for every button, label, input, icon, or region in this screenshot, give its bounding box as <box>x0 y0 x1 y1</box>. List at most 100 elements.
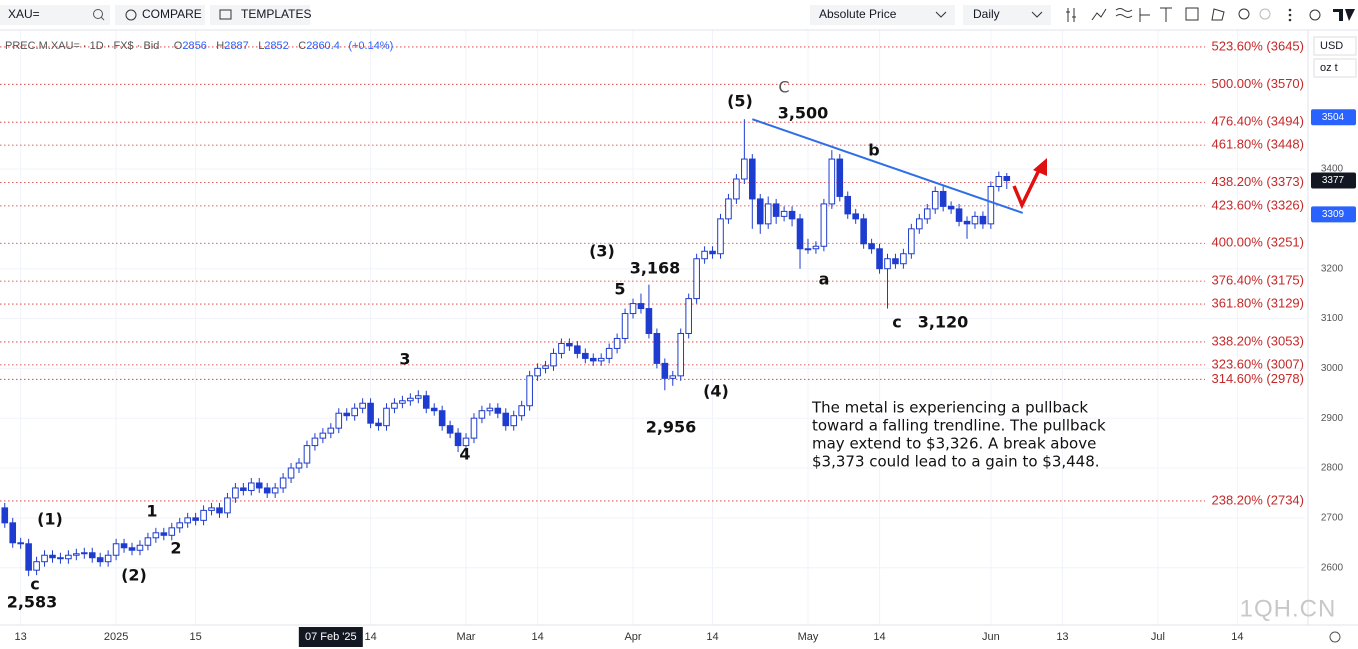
candle-body <box>796 218 804 250</box>
candle-body <box>65 554 72 560</box>
candle-body <box>57 557 64 560</box>
currency-label: USD <box>1320 40 1343 52</box>
axis-settings-icon[interactable] <box>1329 631 1341 643</box>
wave-label: 3,120 <box>918 313 969 332</box>
text-tool-icon[interactable] <box>1160 7 1172 22</box>
search-icon[interactable] <box>93 9 103 19</box>
candle-body <box>717 218 724 255</box>
candle-body <box>510 415 518 427</box>
candle-body <box>224 497 231 514</box>
x-tick-label: Jul <box>1151 631 1165 643</box>
candle-body <box>844 195 852 215</box>
y-tick-label: 2900 <box>1321 413 1344 424</box>
wave-label: c <box>892 313 901 332</box>
candle-body <box>645 308 653 334</box>
candle-body <box>542 365 549 369</box>
candle-body <box>287 467 295 479</box>
compare-icon <box>125 9 137 21</box>
candle-body <box>589 357 597 362</box>
currency-select[interactable] <box>1313 36 1357 56</box>
compare-button[interactable] <box>115 5 205 25</box>
fib-label: 314.60% (2978) <box>1211 371 1304 386</box>
symbol-input[interactable] <box>0 5 110 25</box>
candle-body <box>685 298 692 334</box>
candle-body <box>33 561 40 571</box>
fib-label: 238.20% (2734) <box>1211 492 1304 507</box>
candle-body <box>613 337 621 349</box>
candle-body <box>566 342 573 347</box>
candle-body <box>621 313 629 339</box>
candle-body <box>422 395 430 409</box>
candle-body <box>582 352 589 359</box>
candle-body <box>216 507 223 514</box>
fib-label: 376.40% (3175) <box>1211 273 1304 288</box>
fib-label: 500.00% (3570) <box>1211 76 1304 91</box>
x-tick-label: 14 <box>1231 631 1243 643</box>
candle-body <box>979 215 987 225</box>
candle-body <box>820 203 828 247</box>
candle-body <box>414 395 422 399</box>
zoom-out-icon[interactable] <box>1259 8 1271 20</box>
candle-body <box>168 527 176 536</box>
candle-body <box>597 357 605 362</box>
pattern-tool-icon[interactable] <box>1211 8 1225 21</box>
y-tick-label: 2700 <box>1321 513 1344 524</box>
candle-body <box>605 347 613 359</box>
wave-label: b <box>868 141 879 160</box>
candle-body <box>693 258 700 300</box>
settings-icon[interactable] <box>1309 9 1321 21</box>
candle-body <box>502 412 510 427</box>
zoom-in-icon[interactable] <box>1238 8 1250 20</box>
candle-body <box>677 332 685 377</box>
wave-label: 2 <box>170 539 181 558</box>
chart-type-icon[interactable] <box>1066 8 1076 22</box>
fib-label: 400.00% (3251) <box>1211 235 1304 250</box>
candle-body <box>947 205 955 210</box>
y-tick-label: 3400 <box>1321 164 1344 175</box>
candle-body <box>240 487 247 491</box>
price-mode-select[interactable] <box>810 5 955 25</box>
candle-body <box>263 487 271 494</box>
fib-label: 461.80% (3448) <box>1211 137 1304 152</box>
more-icon[interactable] <box>1288 8 1292 22</box>
compare-icon[interactable] <box>1115 8 1133 18</box>
candle-body <box>96 557 104 563</box>
candle-body <box>637 303 645 310</box>
candle-body <box>49 554 56 559</box>
unit-select[interactable] <box>1313 58 1357 78</box>
candle-body <box>574 345 581 354</box>
candle-body <box>733 178 740 200</box>
candle-body <box>788 210 796 220</box>
interval-label: Daily <box>973 7 1000 21</box>
indicator-icon[interactable] <box>1091 8 1107 21</box>
templates-button[interactable] <box>210 5 310 25</box>
legend-open-label: O <box>174 40 183 52</box>
annotation-layer: (1)c2,5831(2)2345(3)3,168(4)2,956(5)C3,5… <box>7 78 1106 612</box>
legend: PREC.M.XAU= · 1D · FX$ · Bid O2856 H2887… <box>5 40 393 52</box>
line-tool-icon[interactable] <box>1139 8 1150 22</box>
candle-body <box>963 220 971 225</box>
y-tick-label: 2800 <box>1321 463 1344 474</box>
wave-label: a <box>819 270 830 289</box>
candle-body <box>383 407 390 427</box>
candle-body <box>836 158 844 197</box>
wave-label: (2) <box>121 566 147 585</box>
candle-body <box>176 522 184 529</box>
legend-low-label: L <box>258 40 264 52</box>
candle-body <box>192 517 199 521</box>
interval-select[interactable] <box>963 5 1051 25</box>
price-badge <box>1311 172 1356 189</box>
wave-label: C <box>778 78 789 97</box>
shape-tool-icon[interactable] <box>1185 7 1199 21</box>
candle-body <box>247 482 255 491</box>
candle-body <box>303 445 311 464</box>
candle-body <box>407 397 414 402</box>
wave-label: 4 <box>459 445 470 464</box>
fib-label: 361.80% (3129) <box>1211 296 1304 311</box>
candle-body <box>25 543 32 571</box>
x-tick-label: 13 <box>15 631 27 643</box>
candle-body <box>271 487 279 494</box>
wave-label: 3,500 <box>778 104 829 123</box>
